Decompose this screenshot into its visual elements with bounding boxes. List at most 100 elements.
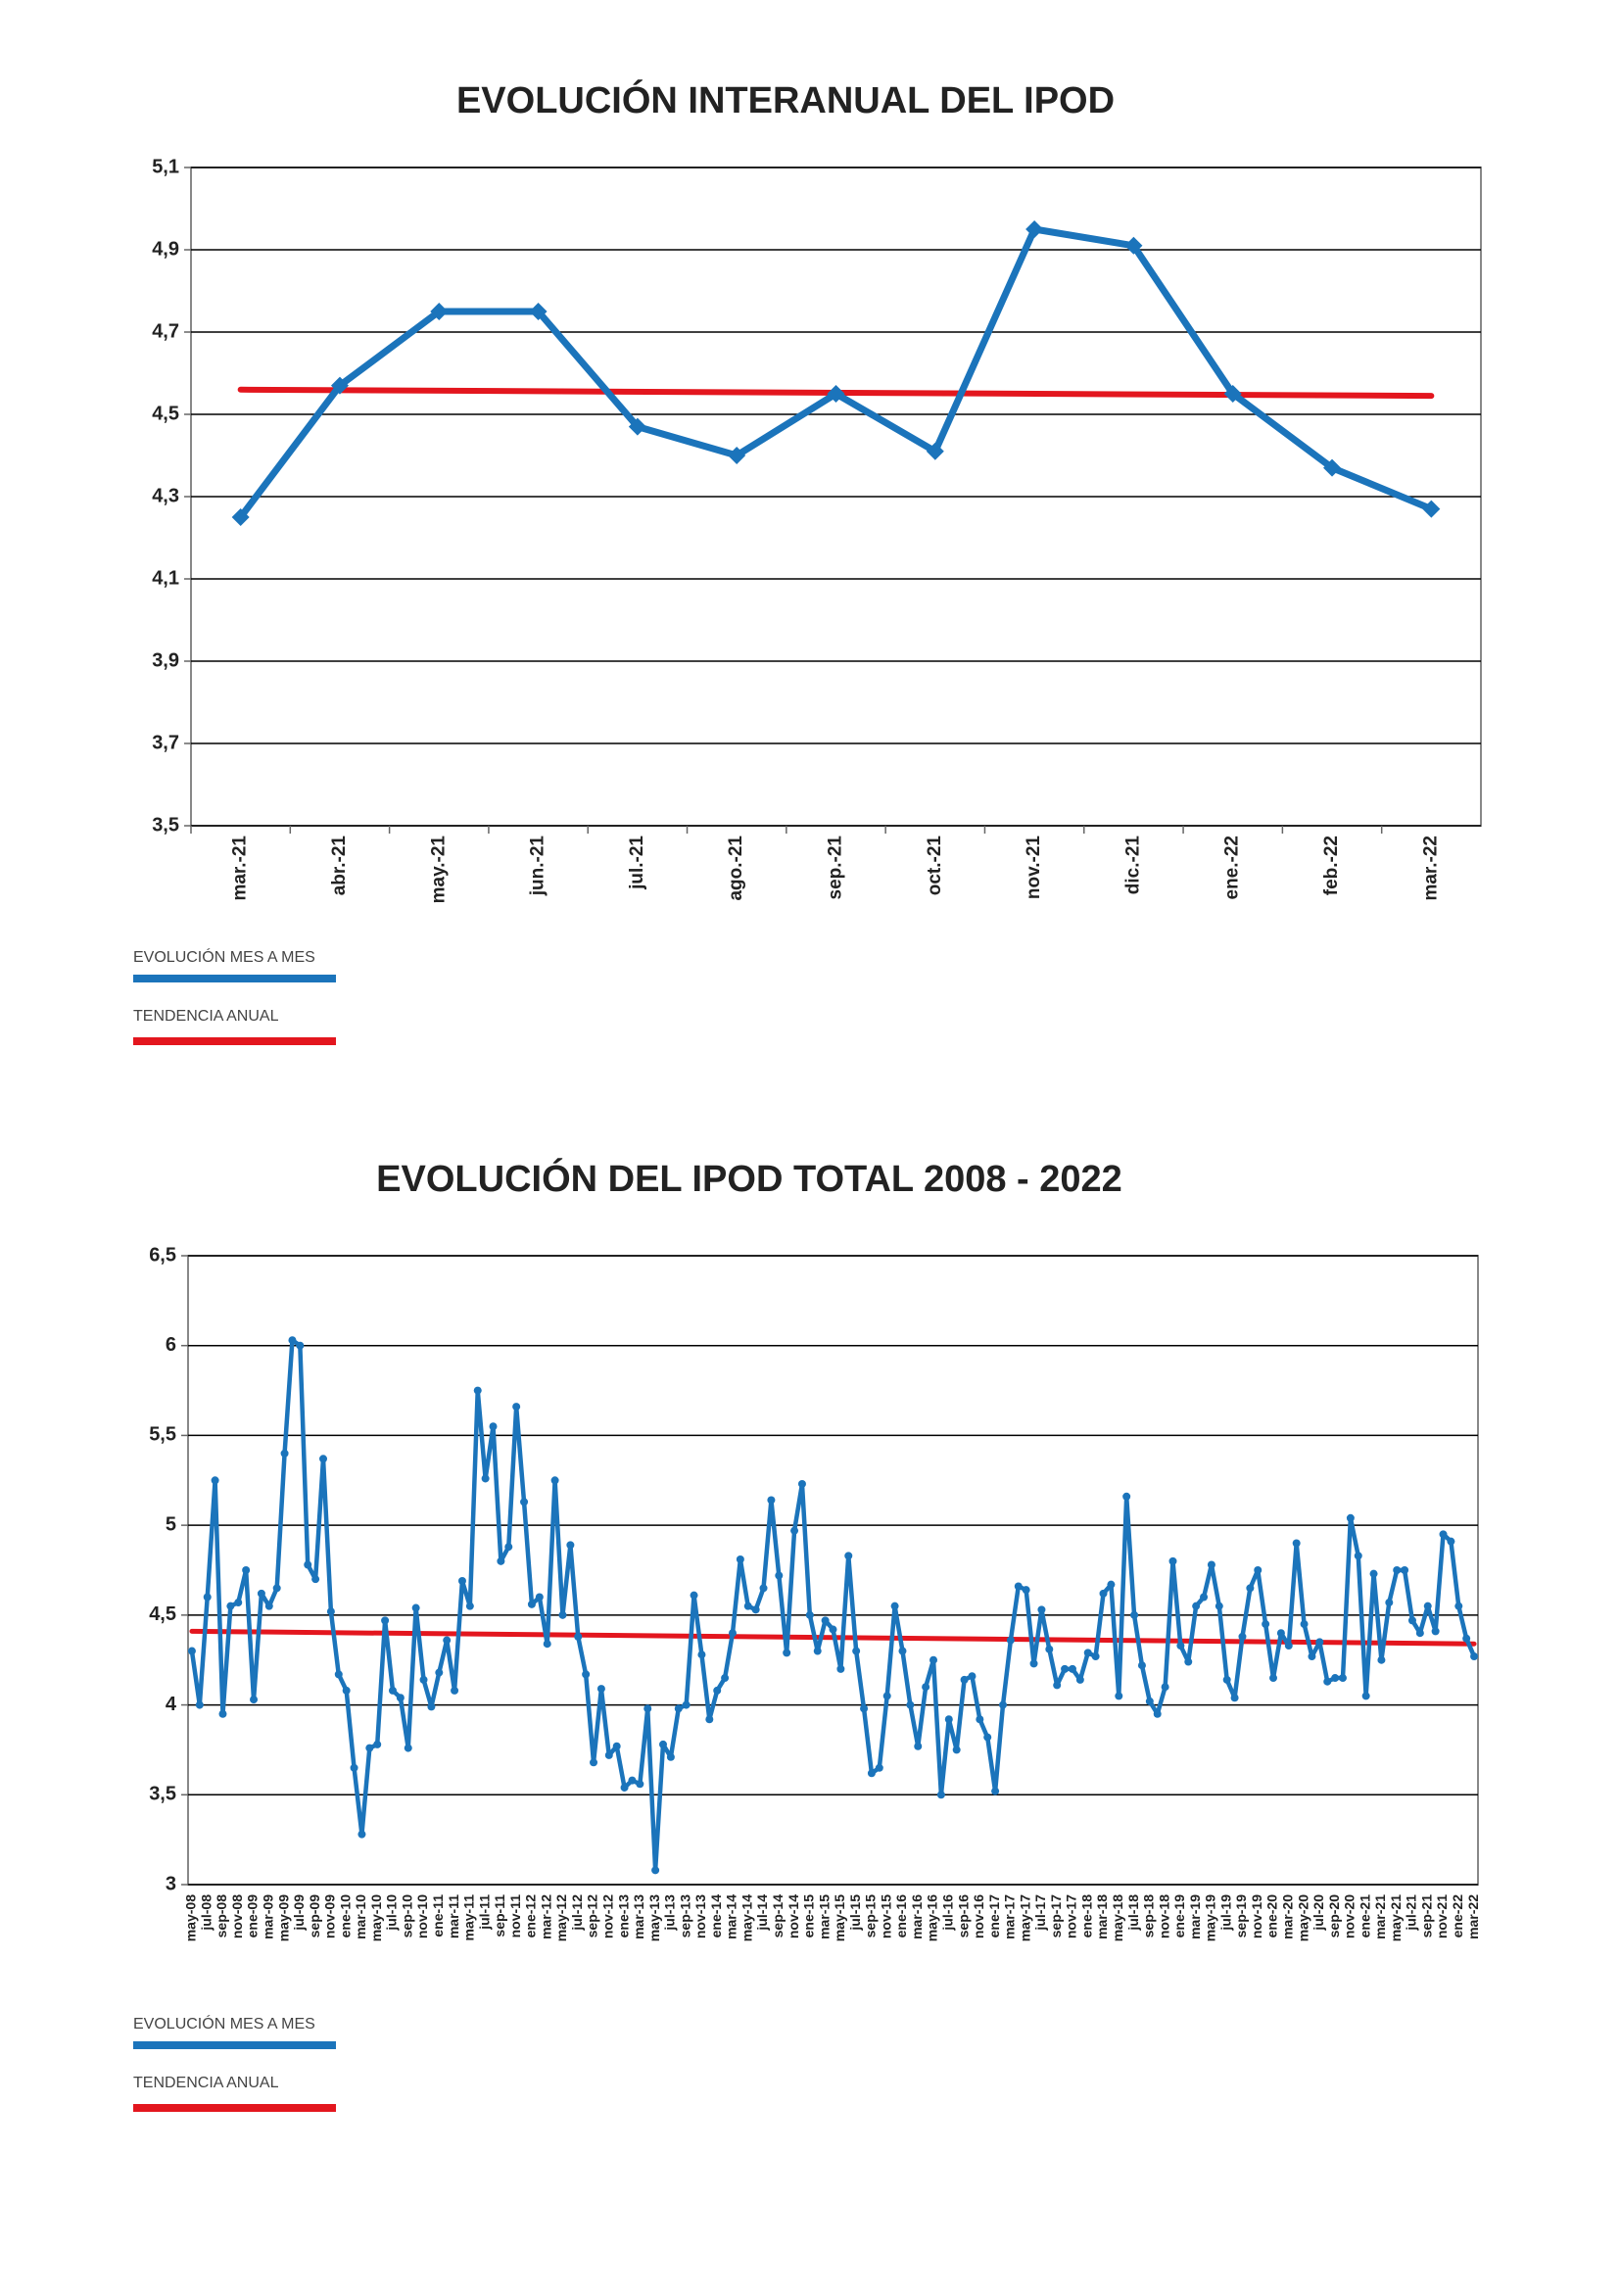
x-tick-label: nov-15 <box>878 1894 893 1938</box>
x-tick-label: abr.-21 <box>329 836 350 896</box>
marker <box>1269 1674 1278 1683</box>
marker <box>529 303 548 320</box>
x-tick-label: may-09 <box>275 1894 291 1941</box>
marker <box>721 1674 730 1683</box>
marker <box>821 1616 830 1625</box>
x-tick-label: nov-13 <box>692 1894 708 1938</box>
y-tick-label: 3,5 <box>152 814 179 836</box>
marker <box>1153 1709 1162 1718</box>
marker <box>1200 1593 1209 1602</box>
marker <box>944 1715 953 1724</box>
x-tick-label: may-08 <box>183 1894 199 1941</box>
x-tick-label: ene-21 <box>1357 1894 1372 1938</box>
marker <box>1022 1586 1030 1595</box>
marker <box>330 376 349 395</box>
marker <box>473 1386 482 1395</box>
x-tick-label: ene-15 <box>801 1894 817 1938</box>
marker <box>1415 1629 1424 1638</box>
marker <box>1246 1584 1255 1593</box>
x-tick-label: mar-12 <box>538 1894 553 1939</box>
marker <box>612 1742 621 1750</box>
marker <box>991 1787 1000 1795</box>
marker <box>326 1607 335 1616</box>
x-tick-label: ene.-22 <box>1222 836 1243 899</box>
marker <box>751 1605 760 1614</box>
marker <box>1045 1645 1054 1653</box>
y-tick-label: 4,9 <box>152 238 179 260</box>
y-tick-label: 5,5 <box>149 1424 176 1446</box>
marker <box>1454 1602 1463 1610</box>
x-tick-label: mar-22 <box>1465 1894 1481 1939</box>
marker <box>1037 1605 1046 1614</box>
marker <box>790 1526 799 1535</box>
marker <box>365 1744 374 1752</box>
x-tick-label: sep-10 <box>399 1894 414 1938</box>
marker <box>590 1758 598 1767</box>
x-tick-label: mar-14 <box>724 1894 739 1939</box>
y-tick-label: 4,7 <box>152 320 179 342</box>
marker <box>512 1403 521 1411</box>
x-tick-label: ene-16 <box>893 1894 909 1938</box>
marker <box>875 1763 883 1772</box>
marker <box>1207 1560 1215 1569</box>
marker <box>231 508 250 526</box>
plot-area <box>187 1255 1479 1886</box>
x-tick-label: jul-14 <box>754 1894 770 1932</box>
marker <box>427 1702 436 1711</box>
marker <box>574 1632 583 1641</box>
x-tick-label: sep-11 <box>492 1894 507 1937</box>
marker <box>775 1571 784 1580</box>
marker <box>797 1479 806 1488</box>
y-tick-label: 4,5 <box>152 403 179 424</box>
marker <box>1254 1566 1263 1574</box>
marker <box>983 1733 992 1742</box>
marker <box>867 1769 876 1778</box>
marker <box>604 1750 613 1759</box>
marker <box>1107 1580 1116 1589</box>
x-tick-label: sep-20 <box>1326 1894 1342 1938</box>
marker <box>319 1455 328 1463</box>
x-tick-label: nov-10 <box>414 1894 430 1938</box>
x-tick-label: may-10 <box>368 1894 384 1941</box>
x-tick-label: may-17 <box>1017 1894 1032 1941</box>
x-tick-label: may-13 <box>646 1894 662 1941</box>
marker <box>1262 1620 1270 1629</box>
x-tick-label: ene-10 <box>337 1894 353 1938</box>
y-tick-label: 5 <box>166 1513 176 1535</box>
y-tick-label: 6 <box>166 1334 176 1356</box>
marker <box>264 1602 273 1610</box>
marker <box>844 1552 853 1560</box>
x-tick-label: dic.-21 <box>1122 836 1143 895</box>
marker <box>926 442 944 460</box>
x-tick-label: jul-15 <box>847 1894 863 1932</box>
marker <box>304 1560 312 1569</box>
x-tick-label: ene-09 <box>245 1894 261 1938</box>
marker <box>628 417 646 436</box>
marker <box>836 1664 845 1673</box>
marker <box>280 1449 289 1458</box>
marker <box>242 1566 251 1574</box>
marker <box>659 1740 668 1748</box>
marker <box>783 1649 791 1657</box>
marker <box>1061 1664 1070 1673</box>
marker <box>1407 1616 1416 1625</box>
marker <box>1124 236 1143 255</box>
series-line <box>189 1337 1477 1873</box>
marker <box>1346 1513 1355 1522</box>
marker <box>743 1602 752 1610</box>
marker <box>388 1686 397 1695</box>
marker <box>674 1704 683 1713</box>
marker <box>1025 220 1044 238</box>
x-tick-label: jul-17 <box>1032 1894 1048 1932</box>
marker <box>520 1498 529 1507</box>
y-tick-label: 4,3 <box>152 485 179 506</box>
marker <box>643 1704 652 1713</box>
marker <box>728 1629 737 1638</box>
x-tick-label: mar-09 <box>261 1894 276 1939</box>
marker <box>373 1740 382 1748</box>
x-tick-label: jul-11 <box>476 1894 492 1931</box>
marker <box>250 1696 259 1704</box>
x-tick-label: jul-18 <box>1125 1894 1141 1932</box>
